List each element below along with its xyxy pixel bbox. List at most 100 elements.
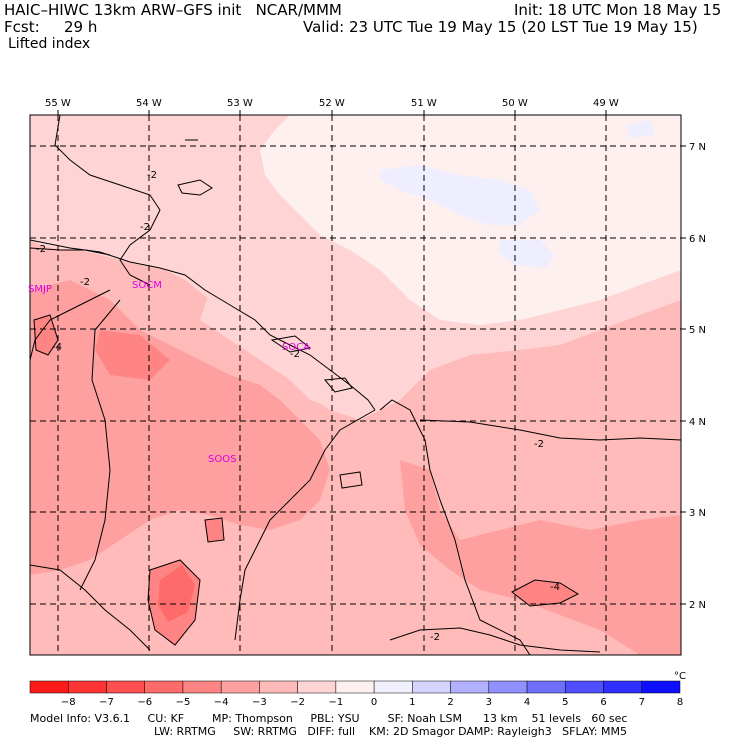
contour-label-1: -2 [147,170,157,181]
colorbar-swatch [450,680,490,694]
model-info-line1: Model Info: V3.6.1 CU: KF MP: Thompson P… [30,712,628,725]
field-region-minus4-3 [34,315,58,355]
field-region-positive-3 [625,120,655,138]
colorbar-tick-label: 0 [371,697,377,708]
colorbar-tick-label: 3 [486,697,492,708]
station-soos: SOOS [208,454,236,465]
suriname-border-west [79,299,121,591]
valid-time: Valid: 23 UTC Tue 19 May 15 (20 LST Tue … [303,18,698,36]
station-socm: SOCM [132,280,162,291]
forecast-hour: 29 h [64,18,98,36]
colorbar-swatch [373,680,413,694]
suriname-border-south [30,564,151,651]
colorbar-unit: °C [674,671,686,682]
lon-label-51w: 51 W [411,98,437,109]
map-title: HAIC–HIWC 13km ARW–GFS init NCAR/MMM [4,1,342,19]
colorbar-swatch [259,680,298,694]
colorbar-swatch [182,680,222,694]
lat-label-5n: 5 N [689,325,706,336]
colorbar: −8 −7 −6 −5 −4 −3 −2 −1 0 1 2 3 4 5 6 7 8 °C [29,671,686,708]
colorbar-swatch [144,680,184,694]
plot-frame [29,110,686,656]
lat-label-6n: 6 N [689,234,706,245]
colorbar-tick-label: 5 [562,697,568,708]
colorbar-swatch [106,680,145,694]
field-region-minus5-1 [158,565,195,622]
contour-label-6: -2 [290,349,300,360]
contour-line-5 [389,627,601,653]
contour-line-2 [30,247,111,256]
colorbar-tick-label: −8 [61,697,76,708]
colorbar-swatch [641,680,681,694]
latlon-grid [30,115,681,655]
station-soca: SOCA [282,342,310,353]
station-labels: SMJP SOCM SOCA SOOS [28,280,310,465]
contour-label-5: -4 [52,342,62,353]
contour-label-8: -4 [550,582,560,593]
colorbar-swatch [335,680,375,694]
field-name: Lifted index [8,36,91,52]
field-region-minus4-4 [512,580,578,606]
colorbar-swatch [67,680,107,694]
longitude-labels: 55 W 54 W 53 W 52 W 51 W 50 W 49 W [45,98,619,109]
colorbar-tick-label: −3 [252,697,267,708]
lon-label-52w: 52 W [319,98,345,109]
contour-line-3 [30,289,111,361]
boundaries [30,239,531,655]
contour-value-labels: -2 -2 -2 -2 -4 -2 -2 -4 -2 [36,170,560,643]
lat-label-2n: 2 N [689,600,706,611]
contour-line-9 [270,335,312,353]
colorbar-swatch [297,680,337,694]
station-smjp: SMJP [28,284,52,295]
contour-line-8 [339,471,363,489]
field-region-positive-1 [380,165,540,225]
guiana-border-east [379,399,531,655]
coastline [30,239,376,411]
colorbar-tick-label: 6 [600,697,606,708]
colorbar-tick-label: 1 [409,697,415,708]
lat-label-7n: 7 N [689,142,706,153]
field-region-minus4-1 [95,330,170,380]
contour-line-12 [33,314,59,356]
colorbar-swatch [488,680,528,694]
contour-line-10 [511,579,580,607]
init-time: Init: 18 UTC Mon 18 May 15 [514,1,722,19]
lat-label-4n: 4 N [689,417,706,428]
model-info-line2: LW: RRTMG SW: RRTMG DIFF: full KM: 2D Sm… [154,725,627,738]
contour-label-9: -2 [430,632,440,643]
contour-line-4 [419,419,681,441]
colorbar-tick-label: −6 [137,697,152,708]
field-region-minus3-east [400,460,681,655]
lon-label-54w: 54 W [136,98,162,109]
field-region-coast-light [200,290,370,420]
frame-rect [29,114,682,656]
colorbar-tick-label: 2 [447,697,453,708]
contour-line-1 [54,115,161,286]
colorbar-tick-label: −5 [176,697,191,708]
contour-label-4: -2 [80,277,90,288]
colorbar-tick-label: 8 [677,697,683,708]
colorbar-swatch [603,680,643,694]
colorbar-tick-label: −4 [214,697,229,708]
colorbar-tick-label: −2 [290,697,305,708]
lon-label-53w: 53 W [227,98,253,109]
contour-label-2: -2 [140,222,150,233]
field-region-zero [260,115,681,325]
lon-label-49w: 49 W [593,98,619,109]
contour-line-6 [177,179,213,196]
lat-label-3n: 3 N [689,508,706,519]
lon-label-55w: 55 W [45,98,71,109]
colorbar-swatch [565,680,604,694]
colorbar-tick-label: 4 [524,697,530,708]
contour-label-7: -2 [534,439,544,450]
colorbar-swatch [220,680,260,694]
contour-label-3: -2 [36,244,46,255]
colorbar-swatch [412,680,451,694]
contour-line-13 [204,517,225,543]
lon-label-50w: 50 W [502,98,528,109]
field-region-positive-2 [498,240,555,268]
colorbar-tick-label: 7 [639,697,645,708]
lifted-index-field [30,115,681,655]
colorbar-swatch [526,680,566,694]
